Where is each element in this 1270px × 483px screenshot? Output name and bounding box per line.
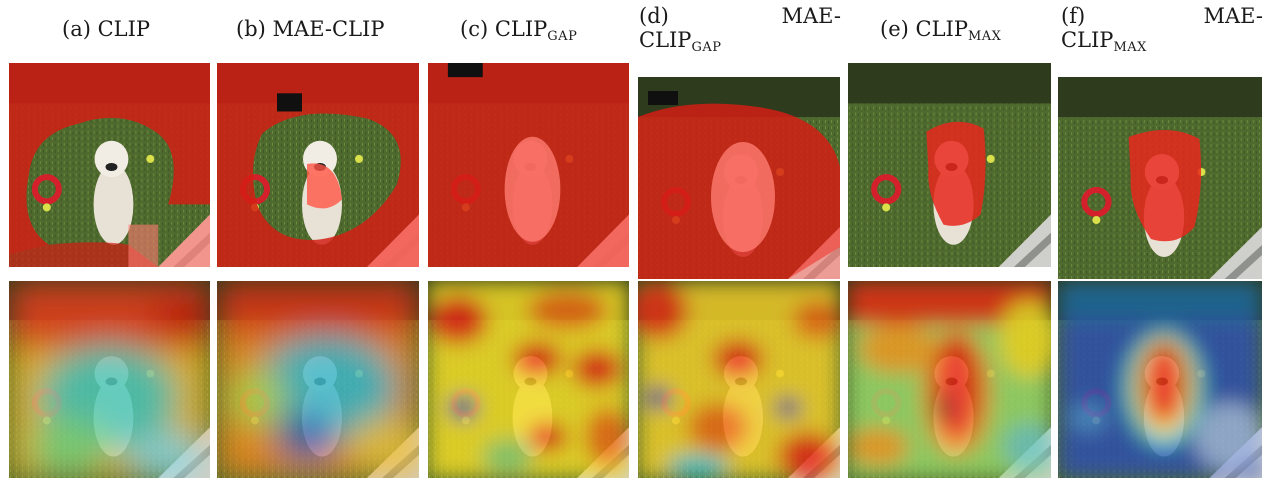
mask-image — [9, 63, 210, 267]
heatmap-panel-c — [428, 281, 629, 478]
caption-e: (e) CLIPMAX — [880, 17, 1001, 45]
mask-panel-e — [848, 63, 1051, 267]
caption-name: MAE- — [781, 4, 841, 28]
caption-subscript: GAP — [547, 29, 578, 44]
caption-letter: (d) — [639, 4, 669, 28]
heatmap-image — [638, 281, 840, 478]
heatmap-panel-e — [848, 281, 1051, 478]
caption-letter: (f) — [1061, 4, 1086, 28]
mask-panel-f — [1058, 77, 1262, 279]
caption-subscript: GAP — [691, 40, 722, 55]
caption-f: (f) MAE- CLIPMAX — [1061, 4, 1263, 56]
mask-panel-b — [217, 63, 419, 267]
heatmap-image — [848, 281, 1051, 478]
heatmap-panel-b — [217, 281, 419, 478]
mask-panel-c — [428, 63, 629, 267]
heatmap-image — [1058, 281, 1262, 478]
caption-subscript: MAX — [967, 29, 1002, 44]
caption-name: MAE-CLIP — [272, 17, 385, 41]
caption-letter: (b) — [236, 17, 266, 41]
mask-panel-d — [638, 77, 840, 279]
caption-letter: (c) — [460, 17, 489, 41]
heatmap-panel-d — [638, 281, 840, 478]
heatmap-image — [9, 281, 210, 478]
caption-a: (a) CLIP — [62, 17, 150, 41]
heatmap-image — [428, 281, 629, 478]
caption-name: MAE- — [1203, 4, 1263, 28]
caption-name: CLIP — [915, 17, 968, 41]
caption-b: (b) MAE-CLIP — [236, 17, 384, 41]
mask-image — [217, 63, 419, 267]
mask-image — [1058, 77, 1262, 279]
mask-image — [638, 77, 840, 279]
heatmap-image — [217, 281, 419, 478]
caption-name-line2: CLIP — [1061, 28, 1114, 52]
caption-name: CLIP — [97, 17, 151, 41]
heatmap-panel-a — [9, 281, 210, 478]
mask-panel-a — [9, 63, 210, 267]
caption-subscript: MAX — [1113, 40, 1147, 55]
caption-letter: (e) — [880, 17, 909, 41]
caption-name: CLIP — [494, 17, 548, 41]
mask-image — [428, 63, 629, 267]
caption-name-line2: CLIP — [639, 28, 692, 52]
caption-c: (c) CLIPGAP — [460, 17, 577, 45]
caption-letter: (a) — [62, 17, 91, 41]
caption-d: (d) MAE- CLIPGAP — [639, 4, 841, 56]
mask-image — [848, 63, 1051, 267]
heatmap-panel-f — [1058, 281, 1262, 478]
